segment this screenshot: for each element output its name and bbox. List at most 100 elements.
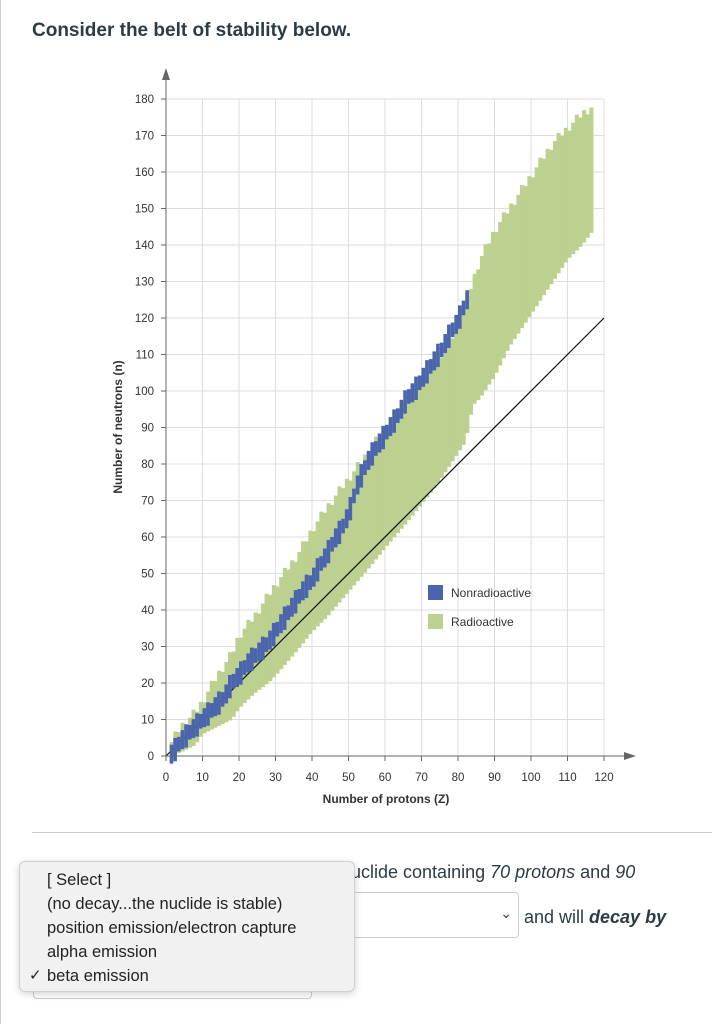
radioactive-column xyxy=(468,289,473,415)
radioactive-column xyxy=(447,338,452,467)
select-dropdown-menu[interactable]: [ Select ] (no decay...the nuclide is st… xyxy=(19,861,355,992)
radioactive-column xyxy=(520,184,525,329)
nonradioactive-mark xyxy=(414,376,418,400)
radioactive-column xyxy=(541,158,546,296)
nonradioactive-mark xyxy=(239,661,243,685)
nonradioactive-mark xyxy=(370,442,375,466)
x-tick-label: 30 xyxy=(269,772,282,784)
y-tick-label: 140 xyxy=(135,240,154,252)
nonradioactive-mark xyxy=(359,464,364,488)
nonradioactive-mark xyxy=(465,290,469,310)
radioactive-column xyxy=(563,127,568,263)
y-tick-label: 100 xyxy=(135,386,154,398)
radioactive-column xyxy=(560,135,565,268)
option-no-decay[interactable]: (no decay...the nuclide is stable) xyxy=(20,892,354,916)
question-protons: 70 protons xyxy=(490,862,576,882)
radioactive-column xyxy=(578,117,583,247)
radioactive-column xyxy=(498,222,503,366)
nonradioactive-mark xyxy=(374,441,378,456)
radioactive-column xyxy=(531,177,536,312)
radioactive-column xyxy=(417,376,422,507)
nonradioactive-mark xyxy=(209,703,214,718)
y-tick-label: 50 xyxy=(141,569,154,581)
radioactive-column xyxy=(355,462,360,582)
y-tick-label: 90 xyxy=(141,423,154,435)
x-tick-label: 90 xyxy=(488,772,501,784)
chevron-down-icon: ⌄ xyxy=(500,905,512,921)
x-tick-label: 40 xyxy=(306,772,319,784)
radioactive-column xyxy=(395,412,400,534)
nonradioactive-mark xyxy=(352,488,356,504)
x-tick-label: 10 xyxy=(196,772,209,784)
x-tick-label: 50 xyxy=(342,772,355,784)
radioactive-column xyxy=(359,463,364,577)
nonradioactive-mark xyxy=(293,590,298,614)
nonradioactive-mark xyxy=(392,409,396,433)
radioactive-column xyxy=(436,356,441,484)
radioactive-column xyxy=(443,348,448,473)
x-tick-label: 20 xyxy=(233,772,246,784)
decay-select[interactable]: ⌄ xyxy=(350,892,519,938)
nonradioactive-mark xyxy=(432,351,437,371)
option-select-placeholder[interactable]: [ Select ] xyxy=(20,868,354,892)
nonradioactive-mark xyxy=(191,719,196,739)
x-tick-label: 100 xyxy=(521,772,540,784)
radioactive-column xyxy=(421,378,426,502)
radioactive-column xyxy=(337,486,342,603)
radioactive-column xyxy=(567,130,572,258)
nonradioactive-mark xyxy=(169,744,174,764)
radioactive-column xyxy=(509,203,514,345)
nonradioactive-mark xyxy=(249,647,254,671)
radioactive-column xyxy=(494,232,499,373)
nonradioactive-mark xyxy=(406,389,411,404)
nonradioactive-mark xyxy=(381,425,385,450)
nonradioactive-mark xyxy=(341,518,345,534)
nonradioactive-mark xyxy=(176,736,181,752)
option-positron-emission[interactable]: position emission/electron capture xyxy=(20,916,354,940)
question-text-mid: and xyxy=(575,862,616,882)
radioactive-column xyxy=(432,365,437,489)
nonradioactive-mark xyxy=(257,642,261,662)
radioactive-column xyxy=(472,273,477,404)
question-text: uclide containing 70 protons and 90 xyxy=(351,862,712,888)
radioactive-column xyxy=(370,446,375,564)
legend-swatch-radioactive xyxy=(428,614,443,629)
y-tick-label: 120 xyxy=(135,313,154,325)
radioactive-column xyxy=(476,269,481,401)
y-tick-label: 40 xyxy=(141,605,154,617)
question-neutrons: 90 xyxy=(615,862,636,882)
nonradioactive-mark xyxy=(279,614,283,634)
nonradioactive-mark xyxy=(290,597,294,617)
radioactive-column xyxy=(512,204,517,339)
y-axis-arrow xyxy=(162,68,170,80)
nonradioactive-mark xyxy=(275,621,280,637)
nonradioactive-mark xyxy=(206,702,210,726)
radioactive-column xyxy=(454,326,459,456)
checkmark-icon: ✓ xyxy=(29,967,42,984)
radioactive-column xyxy=(465,293,470,433)
nonradioactive-mark xyxy=(333,528,338,548)
radioactive-column xyxy=(399,403,404,529)
nonradioactive-mark xyxy=(282,606,287,630)
nonradioactive-mark xyxy=(286,605,291,621)
nonradioactive-mark xyxy=(425,360,429,384)
y-tick-label: 110 xyxy=(136,350,154,362)
nonradioactive-mark xyxy=(198,714,203,729)
option-label: [ Select ] xyxy=(47,871,112,889)
nonradioactive-mark xyxy=(301,581,305,601)
nonradioactive-mark xyxy=(439,342,444,358)
option-beta-emission[interactable]: ✓ beta emission xyxy=(20,964,354,988)
nonradioactive-mark xyxy=(454,314,458,334)
x-tick-label: 70 xyxy=(415,772,428,784)
nonradioactive-mark xyxy=(264,637,269,652)
radioactive-column xyxy=(461,308,466,445)
option-alpha-emission[interactable]: alpha emission xyxy=(20,940,354,964)
radioactive-column xyxy=(414,386,419,511)
option-label: alpha emission xyxy=(47,943,158,961)
nonradioactive-mark xyxy=(246,653,250,673)
belt-of-stability-chart: 0102030405060708090100110120130140150160… xyxy=(111,68,636,806)
radioactive-column xyxy=(505,213,510,351)
nonradioactive-mark xyxy=(377,433,382,453)
radioactive-column xyxy=(330,504,335,611)
nonradioactive-mark xyxy=(458,305,462,329)
